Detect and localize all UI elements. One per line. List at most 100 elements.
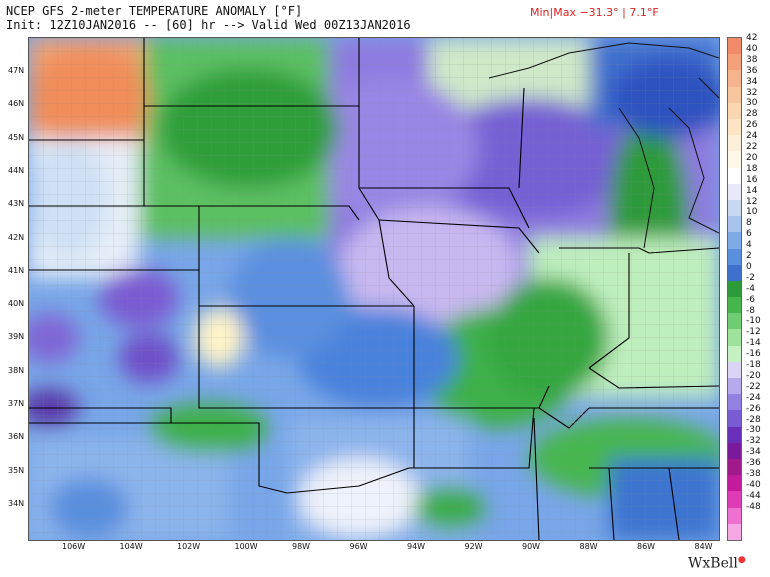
colorbar-label: -38 [746, 469, 761, 479]
colorbar-segment [728, 329, 741, 347]
colorbar-segment [728, 86, 741, 104]
lon-label: 104W [119, 542, 143, 551]
lat-label: 42N [8, 232, 25, 242]
colorbar-label: 26 [746, 120, 758, 131]
colorbar-segment [728, 199, 741, 217]
county-lines [29, 38, 719, 540]
colorbar-label: -30 [746, 425, 761, 436]
lat-label: 37N [8, 399, 25, 408]
colorbar-segment [728, 216, 741, 233]
colorbar-label: -18 [746, 360, 761, 370]
colorbar-label: 12 [746, 196, 758, 207]
colorbar-segment [728, 475, 741, 492]
colorbar-label: -2 [746, 272, 755, 283]
colorbar-segment [728, 151, 741, 169]
colorbar-segment [728, 70, 741, 88]
lon-label: 84W [694, 542, 713, 551]
colorbar-label: -16 [746, 349, 761, 360]
colorbar-segment [728, 491, 741, 509]
colorbar-segment [728, 361, 741, 379]
lat-label: 40N [8, 299, 25, 309]
lon-label: 102W [177, 542, 201, 551]
colorbar-segment [728, 264, 741, 282]
colorbar-segment [728, 183, 741, 201]
colorbar-segment [728, 38, 741, 55]
colorbar-segment [728, 459, 741, 476]
min-max-readout: Min|Max −31.3° | 7.1°F [530, 6, 659, 19]
colorbar-label: 32 [746, 87, 758, 98]
colorbar-label: 16 [746, 174, 758, 185]
colorbar-segment [728, 280, 741, 298]
colorbar-segment [728, 378, 741, 395]
coastlines [488, 42, 719, 249]
colorbar-label: -20 [746, 370, 761, 381]
colorbar-segment [728, 232, 741, 249]
colorbar-label: 38 [746, 54, 758, 65]
colorbar-segment [728, 297, 741, 314]
colorbar-label: -12 [746, 327, 761, 338]
map-valid-time: Init: 12Z10JAN2016 -- [60] hr --> Valid … [6, 18, 411, 32]
colorbar [727, 37, 742, 541]
colorbar-label: 0 [746, 261, 752, 272]
lat-label: 35N [8, 465, 25, 475]
colorbar-label: -4 [746, 283, 755, 294]
lat-label: 47N [8, 66, 25, 75]
lat-label: 43N [8, 199, 25, 209]
lon-label: 92W [464, 542, 483, 551]
lat-label: 38N [8, 365, 25, 375]
colorbar-label: -48 [746, 501, 761, 512]
colorbar-segment [728, 313, 741, 330]
colorbar-label: -34 [746, 447, 761, 458]
colorbar-label: 34 [746, 76, 758, 87]
colorbar-segment [728, 410, 741, 428]
colorbar-segment [728, 167, 741, 185]
lat-label: 46N [8, 99, 25, 109]
colorbar-label: -8 [746, 305, 755, 316]
colorbar-label: 18 [746, 163, 758, 174]
colorbar-label: 22 [746, 142, 758, 152]
colorbar-segment [728, 394, 741, 411]
lon-label: 94W [407, 542, 426, 551]
colorbar-label: -32 [746, 436, 761, 447]
state-borders [29, 38, 719, 540]
anomaly-map [28, 37, 720, 541]
wxbell-logo: WxBell● [688, 555, 746, 572]
colorbar-label: 20 [746, 152, 758, 163]
lon-label: 106W [62, 542, 86, 551]
map-canvas [29, 38, 719, 540]
lon-label: 96W [349, 542, 368, 551]
colorbar-label: -36 [746, 458, 761, 469]
map-title: NCEP GFS 2-meter TEMPERATURE ANOMALY [°F… [6, 4, 303, 18]
colorbar-label: 36 [746, 65, 758, 76]
colorbar-segment [728, 248, 741, 266]
colorbar-segment [728, 507, 741, 525]
colorbar-segment [728, 102, 741, 120]
colorbar-label: 8 [746, 218, 752, 229]
lon-label: 100W [234, 542, 258, 551]
colorbar-label: 6 [746, 229, 752, 240]
lon-label: 98W [292, 542, 311, 551]
lat-label: 44N [8, 165, 25, 175]
lon-label: 88W [579, 542, 598, 551]
colorbar-label: -10 [746, 316, 761, 327]
colorbar-label: 2 [746, 251, 752, 261]
colorbar-label: -26 [746, 403, 761, 414]
colorbar-label: -14 [746, 338, 761, 349]
colorbar-label: -28 [746, 414, 761, 425]
colorbar-label: 24 [746, 131, 758, 142]
colorbar-segment [728, 54, 741, 71]
colorbar-label: 10 [746, 207, 758, 218]
colorbar-label: 30 [746, 98, 758, 109]
colorbar-label: -40 [746, 479, 761, 490]
colorbar-segment [728, 523, 741, 541]
colorbar-label: 40 [746, 43, 758, 54]
colorbar-label: 4 [746, 240, 752, 251]
colorbar-segment [728, 426, 741, 444]
colorbar-segment [728, 442, 741, 460]
colorbar-label: -22 [746, 381, 761, 392]
lon-label: 90W [522, 542, 541, 551]
lat-label: 36N [8, 432, 25, 442]
colorbar-segment [728, 118, 741, 136]
colorbar-label: 14 [746, 185, 758, 196]
colorbar-segment [728, 135, 741, 152]
